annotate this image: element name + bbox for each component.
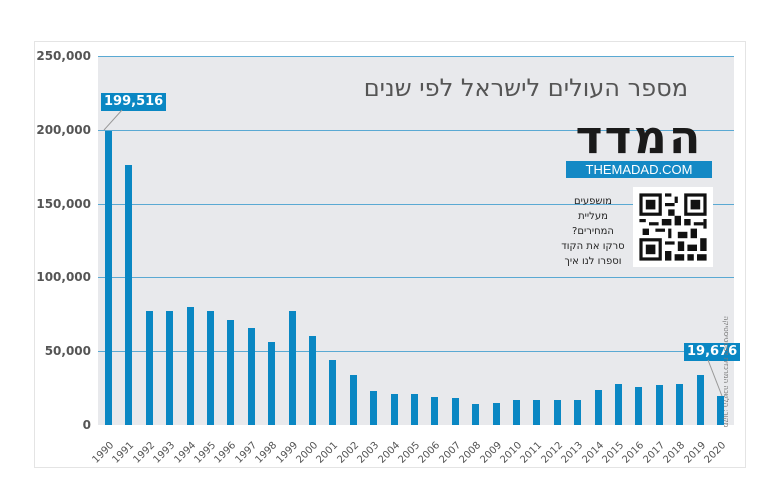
bar-2011 (533, 399, 541, 425)
callout-leader-2020 (707, 359, 723, 397)
qr-call-to-action: מושפעים מעליית המחירים? סרקו את הקוד וספ… (555, 194, 631, 269)
cta-line: מעליית (578, 211, 608, 222)
bar-1997 (247, 327, 255, 425)
bar-2013 (574, 399, 582, 425)
y-tick-label: 250,000 (36, 49, 91, 63)
y-tick-label: 0 (82, 418, 91, 432)
cta-line: מושפעים (574, 196, 612, 207)
bar-1998 (268, 342, 276, 425)
bar-2012 (553, 399, 561, 425)
bar-1994 (186, 306, 194, 425)
gridline (98, 351, 734, 353)
y-tick-label: 100,000 (36, 270, 91, 285)
bar-1991 (125, 165, 133, 425)
bar-1996 (227, 320, 235, 425)
bar-1992 (145, 311, 153, 425)
gridline (98, 203, 734, 205)
cta-line: סרקו את הקוד (561, 241, 625, 252)
y-tick-label: 50,000 (44, 344, 91, 359)
bar-2015 (615, 383, 622, 425)
bar-2018 (676, 383, 684, 425)
bar-2002 (349, 374, 357, 425)
brand-logo: המדד (575, 110, 703, 164)
gridline (98, 277, 734, 279)
y-tick-label: 200,000 (36, 122, 91, 137)
brand-url[interactable]: THEMADAD.COM (566, 161, 712, 178)
bar-2019 (696, 374, 704, 425)
callout-2020: 19,676 (684, 343, 741, 361)
cta-line: וספרו לנו איך (564, 256, 622, 267)
bar-1999 (288, 311, 296, 425)
chart-title: מספר העולים לישראל לפי שנים (363, 74, 688, 102)
bar-1995 (207, 311, 214, 425)
gridline (98, 56, 734, 57)
bar-2017 (655, 385, 663, 425)
bar-1993 (166, 311, 174, 425)
bar-2005 (411, 394, 418, 425)
cta-line: המחירים? (572, 226, 614, 237)
source-note: מקור: הלשכה המרכזית לסטטיסטיקה (722, 316, 730, 428)
bar-2003 (370, 391, 378, 425)
bar-2004 (390, 394, 398, 425)
qr-code-icon[interactable] (633, 187, 713, 267)
y-tick-label: 150,000 (36, 196, 91, 211)
bar-2008 (472, 404, 480, 425)
plot-area (98, 56, 734, 425)
callout-1990: 199,516 (101, 93, 167, 111)
bar-2010 (513, 399, 520, 425)
gridline (98, 129, 734, 131)
bar-2007 (451, 398, 459, 425)
bar-2000 (309, 336, 316, 425)
bar-2020 (717, 395, 724, 425)
callout-leader-1990 (103, 109, 123, 131)
bar-2014 (594, 389, 602, 425)
bar-2016 (635, 386, 643, 425)
bar-1990 (105, 130, 112, 425)
bar-2006 (431, 396, 439, 425)
bar-2009 (492, 402, 500, 425)
bar-2001 (329, 360, 337, 425)
